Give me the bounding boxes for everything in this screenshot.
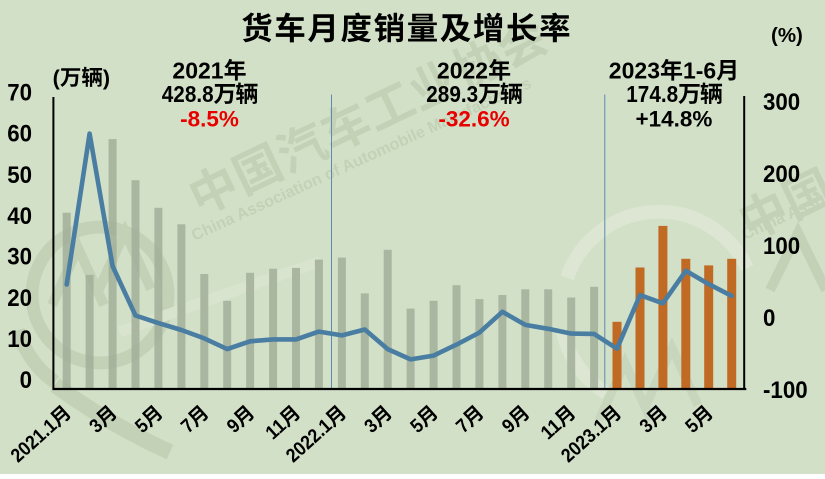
svg-text:(: ( [53, 66, 61, 90]
svg-text:50: 50 [7, 162, 32, 189]
svg-text:300: 300 [763, 89, 800, 116]
svg-text:1-6: 1-6 [683, 58, 716, 84]
svg-text:+14.8%: +14.8% [636, 107, 713, 132]
svg-text:60: 60 [7, 121, 32, 148]
svg-text:2022: 2022 [437, 58, 488, 84]
svg-text:10: 10 [7, 326, 32, 353]
svg-text:40: 40 [7, 203, 32, 230]
svg-text:428.8: 428.8 [162, 81, 214, 107]
svg-text:): ) [103, 66, 110, 90]
svg-text:174.8: 174.8 [626, 81, 678, 107]
svg-text:200: 200 [763, 161, 800, 188]
svg-text:-32.6%: -32.6% [438, 107, 509, 132]
svg-text:0: 0 [20, 367, 32, 394]
svg-text:(%): (%) [771, 24, 803, 47]
svg-text:-8.5%: -8.5% [180, 107, 239, 132]
svg-text:20: 20 [7, 285, 32, 312]
svg-text:0: 0 [763, 305, 775, 332]
svg-text:70: 70 [7, 80, 32, 107]
svg-text:2023: 2023 [609, 58, 660, 84]
svg-text:289.3: 289.3 [426, 81, 478, 107]
svg-text:2021: 2021 [172, 58, 223, 84]
svg-text:-100: -100 [763, 377, 808, 404]
svg-text:30: 30 [7, 244, 32, 271]
svg-text:100: 100 [763, 233, 800, 260]
